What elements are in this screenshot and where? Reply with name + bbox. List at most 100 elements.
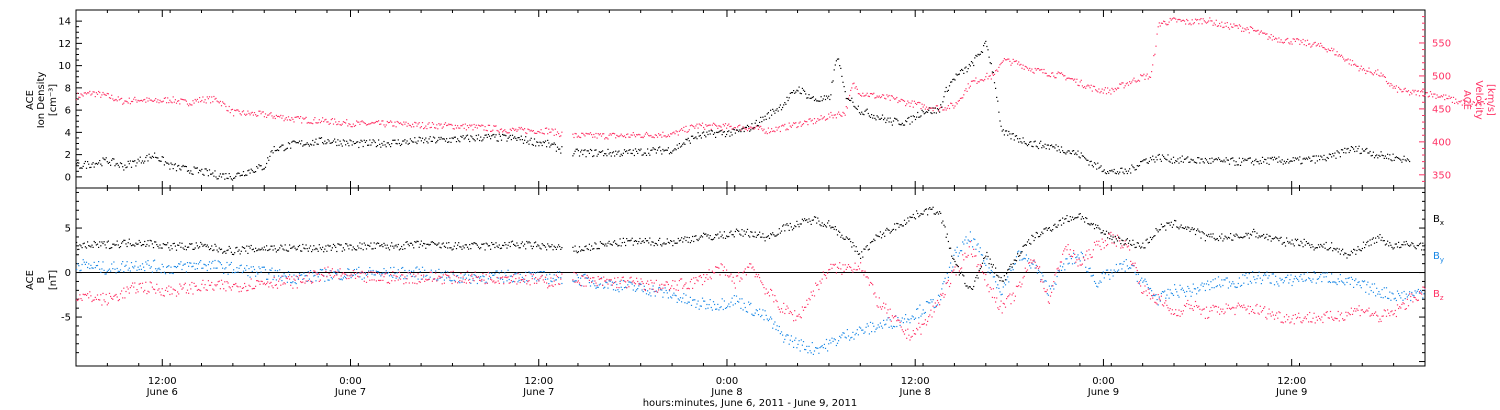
velocity-point bbox=[699, 124, 701, 126]
velocity-point bbox=[679, 129, 682, 131]
bx-component-z-point bbox=[966, 256, 968, 258]
bx-component-y-point bbox=[90, 264, 92, 266]
bx-component-y-point bbox=[1135, 273, 1137, 276]
bx-component-y-point bbox=[1369, 286, 1371, 288]
velocity-point bbox=[1231, 26, 1233, 28]
bx-component-y-point bbox=[1368, 293, 1370, 295]
bx-component-z-point bbox=[463, 281, 465, 283]
velocity-point bbox=[226, 109, 228, 112]
ion-density-point bbox=[1359, 152, 1361, 155]
velocity-point bbox=[1317, 43, 1320, 45]
velocity-point bbox=[1273, 38, 1276, 40]
velocity-point bbox=[325, 118, 327, 120]
velocity-point bbox=[1426, 92, 1428, 94]
ion-density-point bbox=[446, 138, 448, 140]
ion-density-point bbox=[936, 108, 939, 110]
bx-component-y-point bbox=[615, 289, 617, 291]
velocity-point bbox=[528, 129, 530, 131]
velocity-point bbox=[481, 124, 483, 126]
ion-density-point bbox=[401, 143, 403, 145]
bx-component-z-point bbox=[354, 277, 357, 279]
ion-density-point bbox=[90, 166, 92, 168]
ion-density-point bbox=[1109, 170, 1111, 172]
bx-component-y-point bbox=[1298, 280, 1300, 282]
ion-density-point bbox=[812, 96, 814, 98]
ion-density-point bbox=[753, 126, 755, 129]
bx-component-y-point bbox=[1154, 295, 1156, 297]
bx-component-y-point bbox=[763, 319, 765, 321]
bx-component-z-point bbox=[1080, 264, 1082, 266]
velocity-point bbox=[1063, 75, 1065, 77]
velocity-point bbox=[884, 97, 886, 99]
velocity-point bbox=[976, 82, 978, 84]
ion-density-point bbox=[1391, 160, 1393, 162]
ion-density-point bbox=[1077, 150, 1079, 152]
bx-component-z-point bbox=[183, 284, 185, 286]
bx-component-y-point bbox=[1379, 293, 1381, 295]
ion-density-point bbox=[1156, 159, 1158, 161]
bx-component-z-point bbox=[906, 337, 908, 339]
velocity-point bbox=[79, 96, 81, 99]
bx-component-y-point bbox=[1099, 280, 1101, 282]
bx-component-y-point bbox=[1070, 258, 1072, 260]
bx-component-y-point bbox=[399, 275, 402, 277]
ion-density-point bbox=[717, 131, 719, 134]
bx-component-y-point bbox=[585, 277, 587, 279]
bx-component-z-point bbox=[629, 277, 631, 279]
velocity-point bbox=[1366, 70, 1368, 72]
ion-density-point bbox=[1409, 160, 1411, 163]
velocity-point bbox=[877, 96, 879, 98]
ion-density-point bbox=[536, 141, 538, 143]
bx-component-z-point bbox=[649, 288, 651, 290]
velocity-point bbox=[889, 99, 891, 101]
velocity-point bbox=[331, 118, 333, 120]
bx-component-z-point bbox=[1019, 281, 1021, 283]
bx-component-y-point bbox=[469, 278, 471, 280]
ion-density-point bbox=[766, 113, 768, 115]
velocity-point bbox=[227, 110, 229, 112]
bx-component-z-point bbox=[992, 288, 994, 290]
ion-density-point bbox=[654, 148, 656, 151]
velocity-point bbox=[1350, 64, 1352, 66]
ion-density-point bbox=[838, 58, 840, 60]
ion-density-point bbox=[298, 140, 301, 142]
bx-component-z-point bbox=[162, 294, 164, 297]
ion-density-point bbox=[399, 144, 402, 147]
bx-component-z-point bbox=[1159, 299, 1161, 301]
bx-component-z-point bbox=[697, 280, 699, 282]
ion-density-point bbox=[1041, 147, 1043, 149]
velocity-point bbox=[1067, 77, 1069, 79]
ion-density-point bbox=[367, 144, 369, 146]
velocity-point bbox=[1434, 93, 1436, 95]
ion-density-point bbox=[1080, 152, 1082, 154]
bx-component-z-point bbox=[1302, 320, 1304, 322]
velocity-point bbox=[326, 121, 328, 123]
bx-component-y-point bbox=[154, 259, 156, 261]
velocity-point bbox=[1046, 75, 1048, 77]
bx-component-y-point bbox=[307, 271, 309, 273]
bx-component-y-point bbox=[1119, 263, 1121, 265]
bx-component-z-point bbox=[671, 285, 673, 287]
ion-density-point bbox=[1017, 138, 1019, 140]
ion-density-point bbox=[1292, 157, 1294, 159]
bx-component-y-point bbox=[952, 266, 954, 268]
velocity-point bbox=[318, 119, 320, 121]
bx-component-z-point bbox=[1011, 294, 1013, 296]
bx-component-z-point bbox=[1048, 302, 1050, 304]
velocity-point bbox=[820, 115, 822, 117]
velocity-point bbox=[1359, 68, 1361, 70]
velocity-point bbox=[1003, 58, 1005, 60]
bx-component-z-point bbox=[186, 289, 189, 291]
bx-component-y-point bbox=[978, 251, 980, 253]
ion-density-point bbox=[1347, 147, 1349, 150]
ion-density-point bbox=[647, 148, 649, 150]
bx-component-z-point bbox=[851, 269, 853, 271]
bx-component-z-point bbox=[812, 290, 814, 292]
bx-component-y-point bbox=[1198, 290, 1200, 292]
bx-component-z-point bbox=[270, 281, 272, 283]
velocity-point bbox=[1433, 93, 1435, 95]
bx-component-z-point bbox=[929, 314, 931, 316]
bx-component-z-point bbox=[643, 288, 645, 290]
bx-component-z-point bbox=[1045, 291, 1047, 293]
